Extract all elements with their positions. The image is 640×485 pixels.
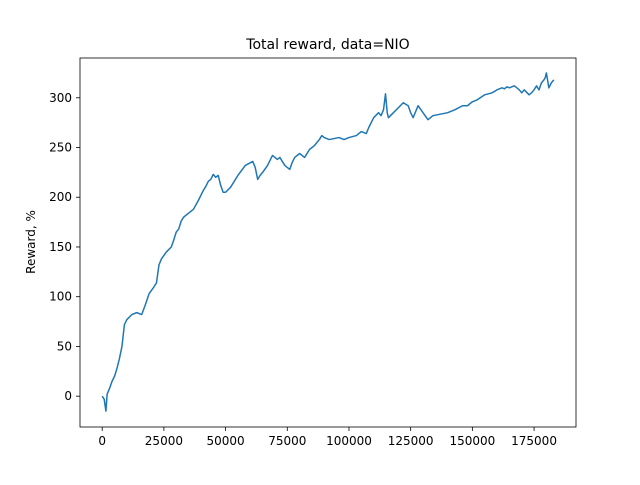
plot-area: 0 25000 50000 75000 100000 125000 150000 175000… [49,57,577,448]
x-tick-label: 175000 [511,434,557,448]
y-tick-label: 0 [64,389,72,403]
y-tick-label: 300 [49,91,72,105]
x-tick-label: 50000 [206,434,244,448]
y-axis-label: Reward, % [24,210,38,274]
series-line-0 [101,72,555,412]
x-tick-label: 150000 [449,434,495,448]
x-tick-label: 125000 [388,434,434,448]
chart-title: Total reward, data=NIO [245,37,409,53]
x-tick-label: 100000 [326,434,372,448]
y-tick-label: 200 [49,190,72,204]
x-tick-label: 75000 [268,434,306,448]
y-tick-label: 250 [49,141,72,155]
x-tick-label: 0 [98,434,106,448]
y-tick-label: 100 [49,290,72,304]
x-tick-label: 25000 [145,434,183,448]
y-tick-label: 150 [49,240,72,254]
y-tick-label: 50 [57,339,72,353]
axes-frame [79,57,577,428]
